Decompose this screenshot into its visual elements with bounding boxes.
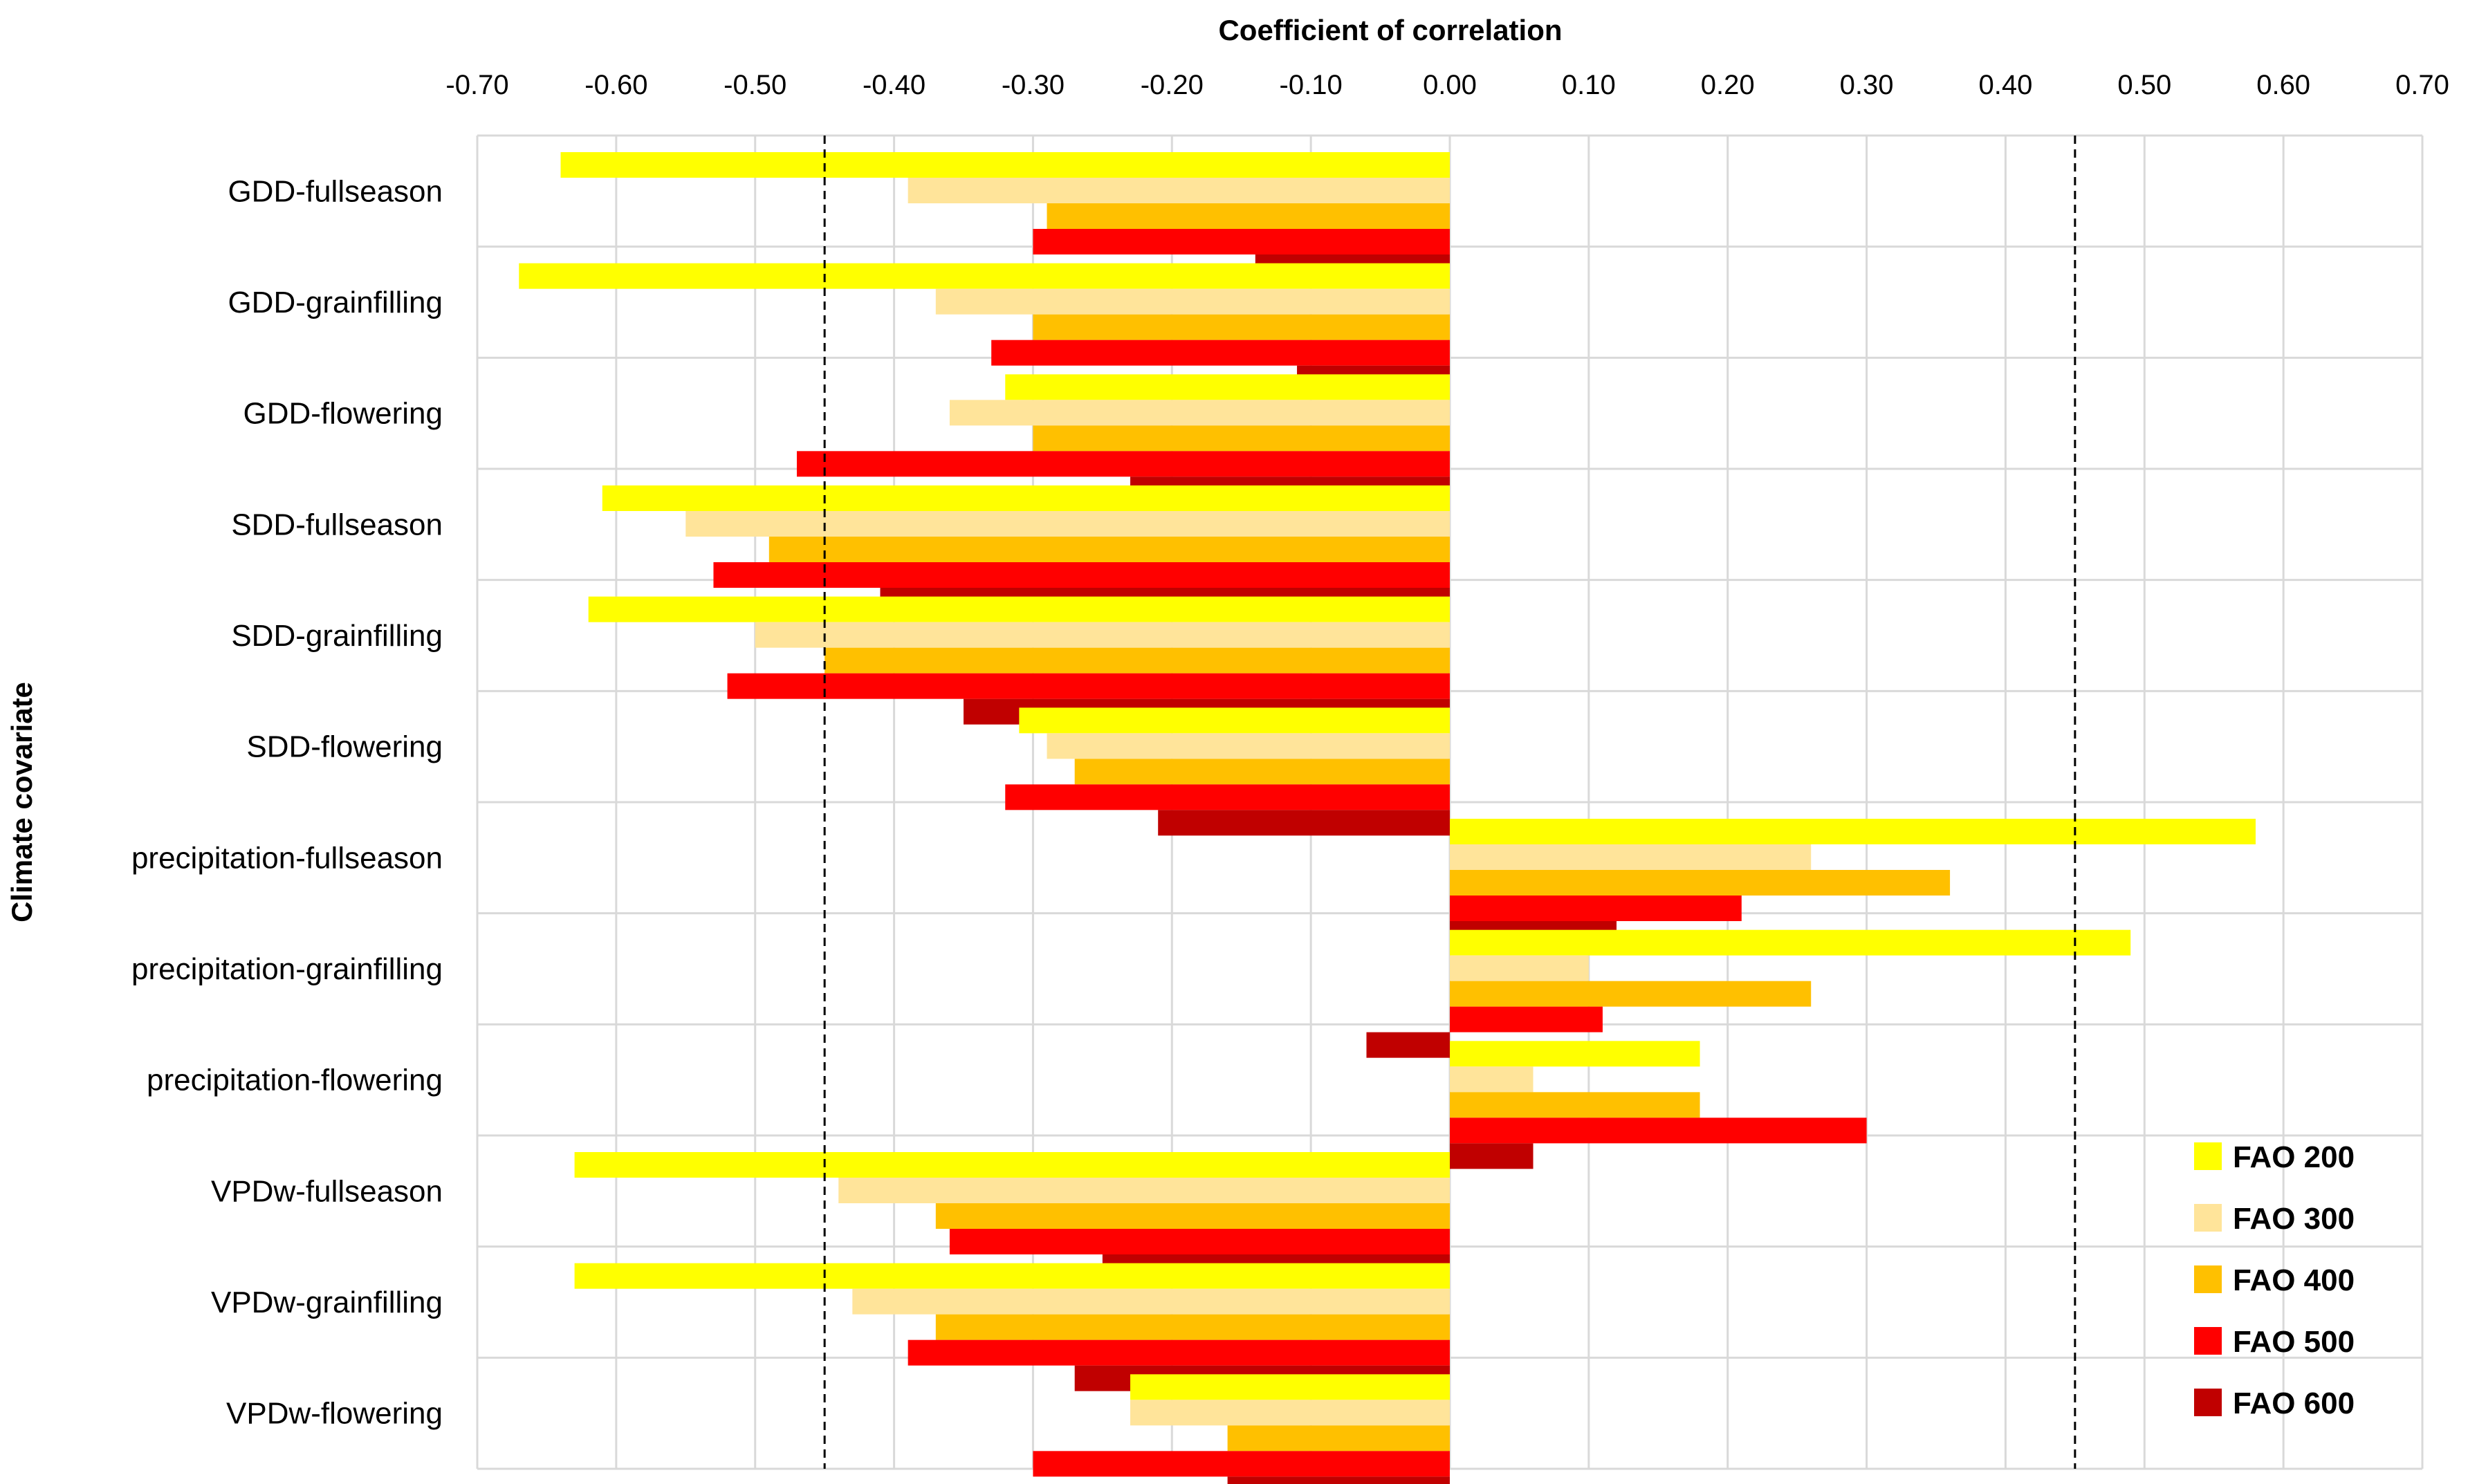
chart-title: Coefficient of correlation bbox=[1218, 14, 1562, 46]
bar-fao-500 bbox=[713, 562, 1450, 588]
bar-fao-400 bbox=[1047, 203, 1450, 229]
bar-fao-200 bbox=[602, 485, 1450, 511]
bar-fao-600 bbox=[1450, 1143, 1534, 1169]
legend-swatch bbox=[2194, 1265, 2222, 1293]
bar-fao-400 bbox=[1033, 425, 1450, 452]
bar-fao-400 bbox=[1074, 759, 1450, 785]
legend: FAO 200 FAO 300 FAO 400 FAO 500 FAO 600 bbox=[2194, 1140, 2355, 1420]
bar-fao-500 bbox=[949, 1229, 1450, 1254]
bar-fao-300 bbox=[755, 622, 1450, 648]
bar-fao-300 bbox=[908, 178, 1450, 203]
x-tick-label: -0.20 bbox=[1141, 70, 1204, 100]
bar-fao-300 bbox=[1450, 955, 1589, 981]
legend-swatch bbox=[2194, 1142, 2222, 1170]
y-axis-label: Climate covariate bbox=[6, 682, 38, 922]
legend-label: FAO 200 bbox=[2233, 1140, 2355, 1174]
legend-swatch bbox=[2194, 1327, 2222, 1355]
axis-labels: Coefficient of correlation Climate covar… bbox=[6, 14, 2449, 1431]
bar-fao-400 bbox=[1033, 314, 1450, 340]
bars bbox=[519, 152, 2256, 1484]
bar-fao-400 bbox=[1450, 870, 1951, 896]
bar-fao-400 bbox=[935, 1314, 1450, 1340]
bar-fao-200 bbox=[1019, 707, 1450, 734]
bar-fao-200 bbox=[560, 152, 1450, 178]
bar-fao-300 bbox=[838, 1178, 1450, 1203]
legend-label: FAO 400 bbox=[2233, 1263, 2355, 1297]
x-tick-label: 0.70 bbox=[2395, 70, 2449, 100]
category-label: SDD-grainfilling bbox=[231, 619, 443, 653]
legend-swatch bbox=[2194, 1204, 2222, 1232]
x-tick-label: 0.30 bbox=[1840, 70, 1894, 100]
bar-fao-500 bbox=[1033, 1451, 1450, 1477]
category-label: GDD-fullseason bbox=[228, 174, 443, 208]
bar-fao-200 bbox=[1005, 374, 1450, 400]
bar-fao-400 bbox=[1450, 981, 1812, 1007]
x-tick-label: 0.60 bbox=[2256, 70, 2310, 100]
bar-fao-500 bbox=[1005, 784, 1450, 810]
bar-fao-500 bbox=[908, 1339, 1450, 1366]
bar-fao-400 bbox=[825, 647, 1450, 674]
bar-fao-200 bbox=[1450, 929, 2131, 956]
legend-label: FAO 500 bbox=[2233, 1325, 2355, 1359]
bar-fao-200 bbox=[1130, 1374, 1450, 1400]
category-label: GDD-grainfilling bbox=[228, 286, 443, 319]
legend-label: FAO 600 bbox=[2233, 1386, 2355, 1420]
x-tick-label: 0.20 bbox=[1701, 70, 1755, 100]
bar-fao-500 bbox=[1033, 229, 1450, 254]
category-label: precipitation-grainfilling bbox=[131, 952, 443, 986]
bar-fao-300 bbox=[1047, 733, 1450, 759]
bar-fao-300 bbox=[1130, 1400, 1450, 1426]
x-tick-label: -0.40 bbox=[863, 70, 926, 100]
bar-fao-400 bbox=[935, 1203, 1450, 1229]
bar-fao-300 bbox=[1450, 1066, 1534, 1093]
bar-fao-300 bbox=[935, 288, 1450, 315]
bar-fao-200 bbox=[1450, 1041, 1700, 1067]
x-tick-label: -0.60 bbox=[584, 70, 647, 100]
category-label: precipitation-fullseason bbox=[131, 841, 443, 875]
x-tick-label: -0.30 bbox=[1002, 70, 1065, 100]
category-label: SDD-fullseason bbox=[231, 508, 443, 541]
bar-fao-600 bbox=[1227, 1476, 1450, 1484]
bar-fao-600 bbox=[1158, 810, 1450, 836]
x-tick-label: 0.40 bbox=[1978, 70, 2032, 100]
bar-fao-400 bbox=[1450, 1092, 1700, 1118]
bar-fao-200 bbox=[574, 1263, 1450, 1289]
reference-lines bbox=[823, 136, 2076, 1469]
bar-fao-400 bbox=[1227, 1425, 1450, 1451]
bar-fao-200 bbox=[1450, 819, 2256, 844]
legend-swatch bbox=[2194, 1389, 2222, 1416]
category-label: precipitation-flowering bbox=[147, 1064, 443, 1097]
bar-fao-200 bbox=[588, 596, 1450, 622]
category-label: VPDw-fullseason bbox=[211, 1174, 443, 1208]
bar-fao-300 bbox=[685, 511, 1451, 537]
x-tick-label: -0.70 bbox=[445, 70, 508, 100]
bar-fao-200 bbox=[519, 263, 1451, 289]
x-tick-label: 0.10 bbox=[1562, 70, 1616, 100]
category-label: VPDw-flowering bbox=[226, 1397, 443, 1431]
bar-fao-500 bbox=[1450, 1117, 1867, 1144]
x-tick-label: 0.00 bbox=[1423, 70, 1477, 100]
bar-fao-500 bbox=[796, 451, 1450, 477]
bar-fao-300 bbox=[852, 1288, 1450, 1315]
bar-fao-500 bbox=[1450, 1006, 1603, 1032]
bar-fao-500 bbox=[1450, 896, 1742, 921]
bar-fao-300 bbox=[1450, 844, 1812, 870]
legend-label: FAO 300 bbox=[2233, 1202, 2355, 1236]
bar-fao-300 bbox=[949, 400, 1450, 426]
category-label: GDD-flowering bbox=[243, 397, 443, 431]
x-tick-label: -0.10 bbox=[1280, 70, 1343, 100]
x-tick-label: 0.50 bbox=[2117, 70, 2171, 100]
category-label: VPDw-grainfilling bbox=[211, 1286, 443, 1319]
x-tick-label: -0.50 bbox=[724, 70, 786, 100]
bar-fao-500 bbox=[991, 340, 1450, 366]
bar-fao-200 bbox=[574, 1152, 1450, 1178]
bar-fao-400 bbox=[768, 537, 1450, 562]
bar-fao-600 bbox=[1366, 1032, 1450, 1058]
category-label: SDD-flowering bbox=[246, 730, 443, 764]
bar-fao-500 bbox=[727, 673, 1450, 699]
